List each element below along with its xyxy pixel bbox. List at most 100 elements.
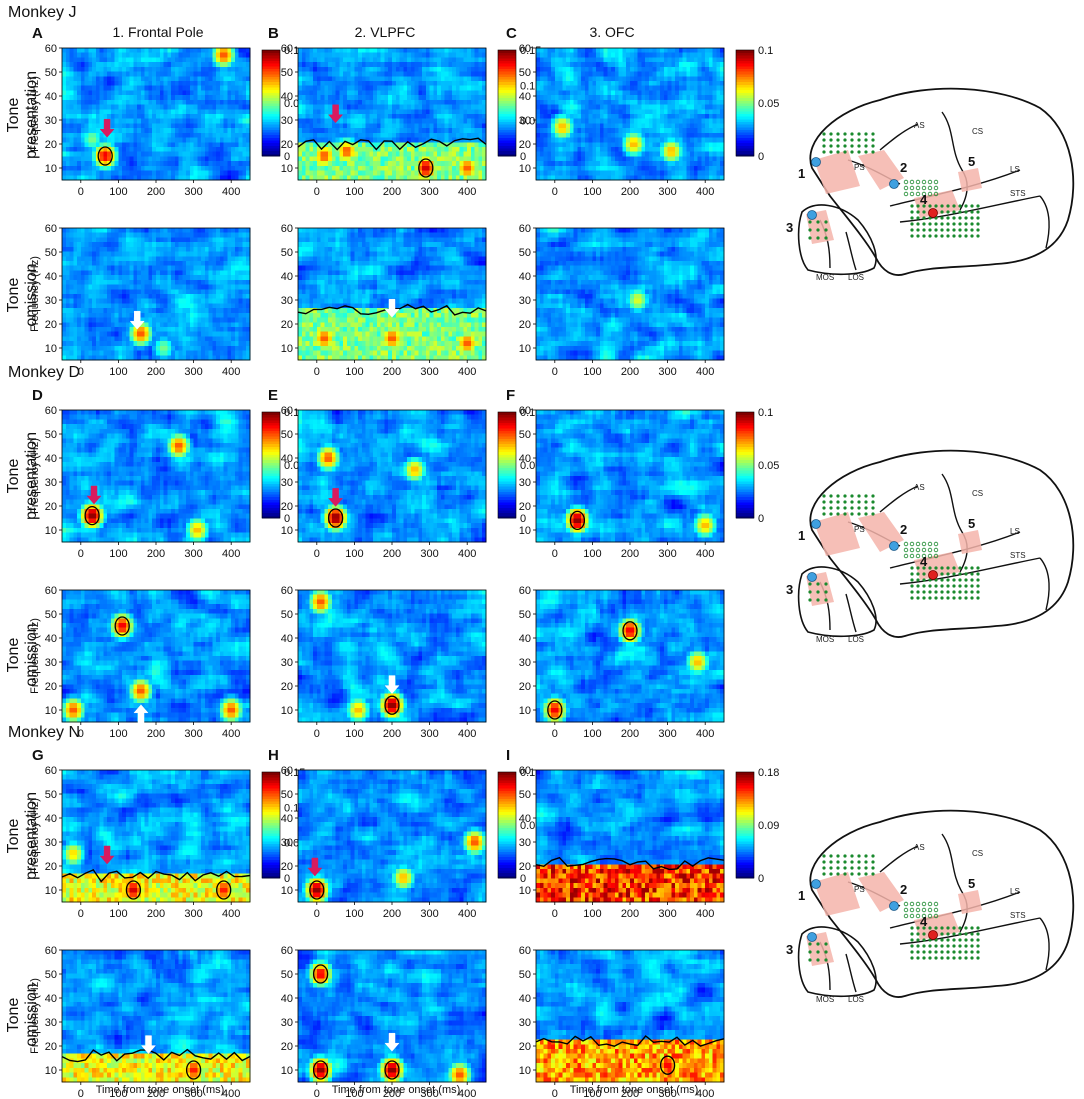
heatmap-cell bbox=[683, 109, 687, 114]
heatmap-cell bbox=[392, 76, 396, 81]
heatmap-cell bbox=[141, 237, 145, 242]
heatmap-cell bbox=[638, 166, 642, 171]
heatmap-cell bbox=[638, 114, 642, 119]
heatmap-cell bbox=[209, 57, 213, 62]
heatmap-cell bbox=[664, 53, 668, 58]
heatmap-cell bbox=[186, 90, 190, 95]
heatmap-cell bbox=[171, 247, 175, 252]
heatmap-cell bbox=[175, 57, 179, 62]
heatmap-cell bbox=[171, 242, 175, 247]
heatmap-cell bbox=[70, 228, 74, 233]
heatmap-cell bbox=[130, 128, 134, 133]
heatmap-cell bbox=[679, 133, 683, 138]
heatmap-cell bbox=[231, 86, 235, 91]
heatmap-cell bbox=[452, 105, 456, 110]
heatmap-cell bbox=[445, 86, 449, 91]
heatmap-cell bbox=[701, 48, 705, 53]
heatmap-cell bbox=[205, 114, 209, 119]
heatmap-cell bbox=[231, 242, 235, 247]
heatmap-cell bbox=[400, 109, 404, 114]
heatmap-cell bbox=[607, 48, 611, 53]
heatmap-cell bbox=[137, 114, 141, 119]
heatmap-cell bbox=[585, 147, 589, 152]
heatmap-cell bbox=[186, 105, 190, 110]
heatmap-cell bbox=[664, 100, 668, 105]
heatmap-cell bbox=[559, 133, 563, 138]
heatmap-cell bbox=[411, 100, 415, 105]
heatmap-cell bbox=[600, 171, 604, 176]
heatmap-cell bbox=[309, 95, 313, 100]
heatmap-cell bbox=[70, 119, 74, 124]
heatmap-cell bbox=[156, 100, 160, 105]
heatmap-cell bbox=[62, 275, 66, 280]
heatmap-cell bbox=[471, 100, 475, 105]
heatmap-cell bbox=[137, 266, 141, 271]
heatmap-cell bbox=[705, 128, 709, 133]
heatmap-cell bbox=[713, 119, 717, 124]
heatmap-cell bbox=[201, 237, 205, 242]
heatmap-cell bbox=[653, 119, 657, 124]
heatmap-cell bbox=[205, 138, 209, 143]
heatmap-cell bbox=[384, 48, 388, 53]
heatmap-cell bbox=[649, 95, 653, 100]
heatmap-cell bbox=[96, 242, 100, 247]
heatmap-cell bbox=[574, 171, 578, 176]
heatmap-cell bbox=[201, 95, 205, 100]
heatmap-cell bbox=[622, 100, 626, 105]
heatmap-cell bbox=[354, 156, 358, 161]
heatmap-cell bbox=[388, 147, 392, 152]
heatmap-cell bbox=[377, 100, 381, 105]
heatmap-cell bbox=[111, 233, 115, 238]
heatmap-cell bbox=[415, 133, 419, 138]
heatmap-cell bbox=[343, 95, 347, 100]
heatmap-cell bbox=[426, 147, 430, 152]
heatmap-cell bbox=[81, 256, 85, 261]
heatmap-cell bbox=[152, 48, 156, 53]
heatmap-cell bbox=[630, 138, 634, 143]
heatmap-cell bbox=[351, 133, 355, 138]
y-tick-label: 50 bbox=[45, 67, 57, 79]
heatmap-panels: 1020304050600 100 200 300 400Frequency (Hz)0… bbox=[29, 43, 779, 1099]
heatmap-cell bbox=[205, 252, 209, 257]
heatmap-cell bbox=[194, 275, 198, 280]
heatmap-cell bbox=[430, 128, 434, 133]
heatmap-cell bbox=[570, 105, 574, 110]
heatmap-cell bbox=[664, 138, 668, 143]
heatmap-cell bbox=[96, 76, 100, 81]
heatmap-cell bbox=[137, 57, 141, 62]
heatmap-cell bbox=[212, 81, 216, 86]
heatmap-cell bbox=[536, 138, 540, 143]
heatmap-cell bbox=[220, 48, 224, 53]
column-title: 1. Frontal Pole bbox=[112, 24, 203, 40]
heatmap-cell bbox=[85, 67, 89, 72]
heatmap-cell bbox=[167, 100, 171, 105]
heatmap-cell bbox=[604, 81, 608, 86]
heatmap-cell bbox=[100, 81, 104, 86]
heatmap-cell bbox=[197, 252, 201, 257]
heatmap-cell bbox=[441, 119, 445, 124]
heatmap-cell bbox=[239, 62, 243, 67]
heatmap-cell bbox=[224, 72, 228, 77]
heatmap-cell bbox=[201, 72, 205, 77]
heatmap-cell bbox=[332, 53, 336, 58]
heatmap-cell bbox=[175, 72, 179, 77]
heatmap-cell bbox=[705, 76, 709, 81]
heatmap-cell bbox=[452, 48, 456, 53]
heatmap-cell bbox=[544, 95, 548, 100]
heatmap-cell bbox=[100, 252, 104, 257]
heatmap-cell bbox=[306, 128, 310, 133]
heatmap-cell bbox=[118, 256, 122, 261]
heatmap-cell bbox=[77, 147, 81, 152]
heatmap-cell bbox=[664, 114, 668, 119]
heatmap-cell bbox=[675, 48, 679, 53]
heatmap-cell bbox=[175, 252, 179, 257]
heatmap-cell bbox=[589, 128, 593, 133]
heatmap-cell bbox=[179, 128, 183, 133]
heatmap-cell bbox=[641, 57, 645, 62]
heatmap-cell bbox=[392, 114, 396, 119]
heatmap-cell bbox=[607, 123, 611, 128]
heatmap-cell bbox=[475, 76, 479, 81]
heatmap-cell bbox=[156, 161, 160, 166]
heatmap-cell bbox=[671, 53, 675, 58]
heatmap-cell bbox=[197, 105, 201, 110]
